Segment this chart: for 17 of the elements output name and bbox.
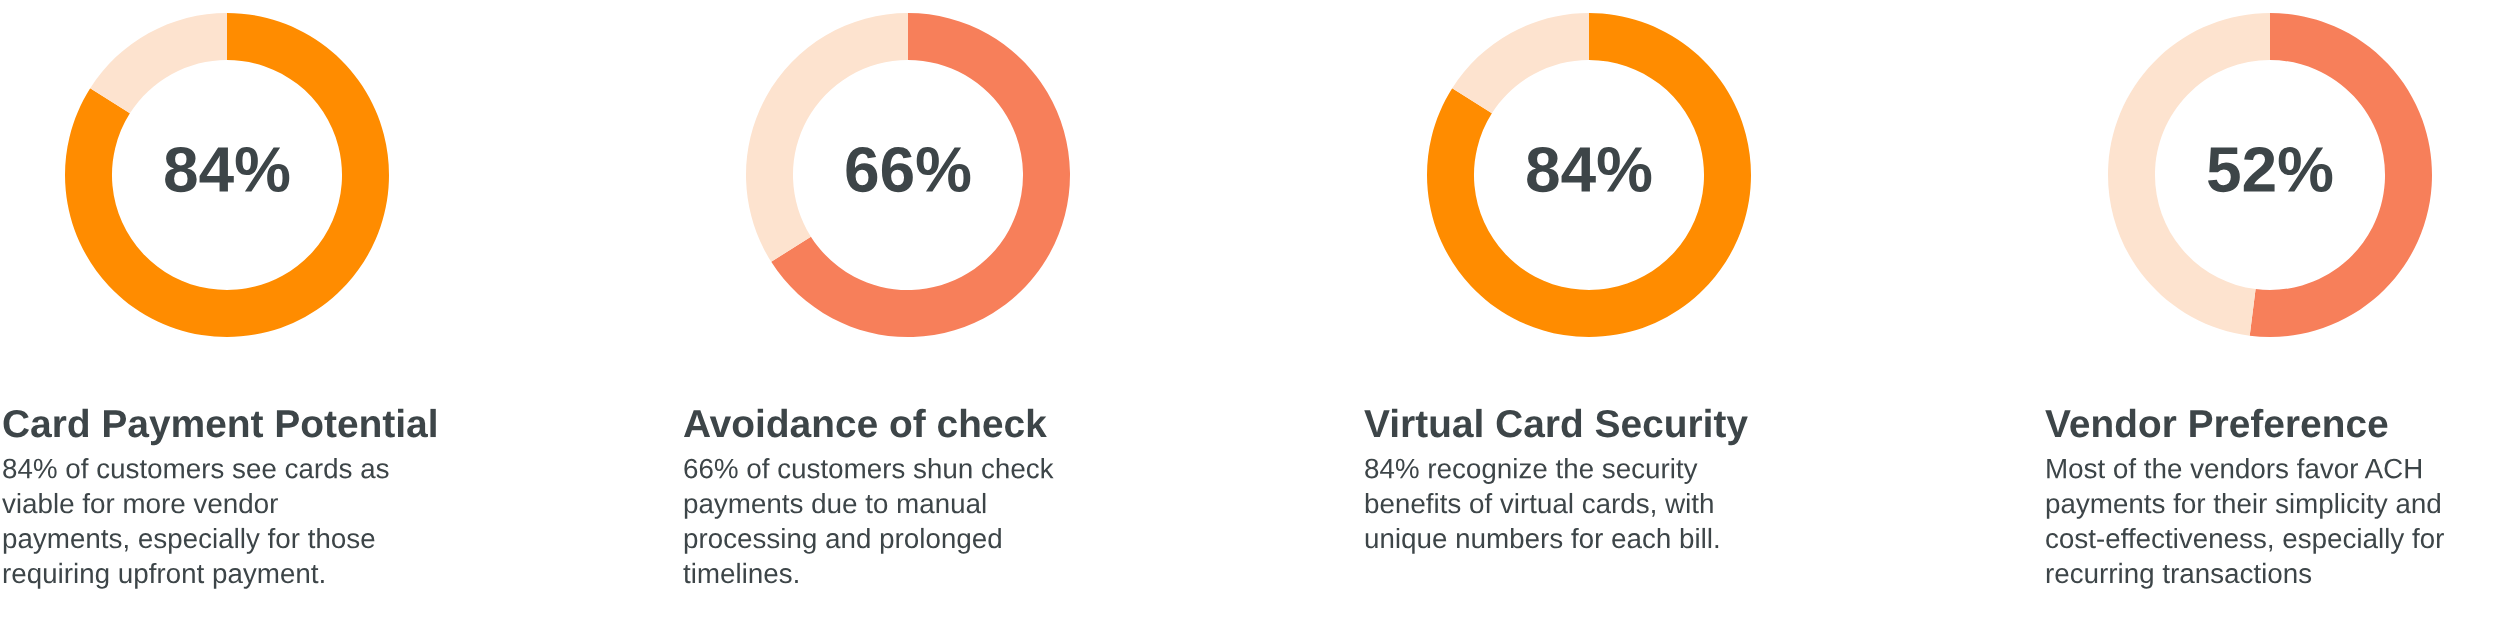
data-label: 66% <box>846 146 971 193</box>
text: Avoidance of check <box>683 408 1047 438</box>
text: Most of the vendors favor ACH payments for their simplicity and cost-effectiveness, especially for recurring transactions <box>2046 458 2444 589</box>
text: Virtual Card Security <box>1364 408 1748 446</box>
text: Card Payment Potential <box>3 408 436 446</box>
text: 84% of customers see cards as viable for more vendor payments, especially for those requiring upfront payment. <box>2 458 389 589</box>
data-label: 84% <box>1527 146 1652 193</box>
donut-slice <box>771 13 1070 337</box>
donut-slice <box>90 13 227 114</box>
donut-slice <box>65 13 389 337</box>
donut-slice <box>1452 13 1589 114</box>
text: Vendor Preference <box>2045 408 2388 438</box>
text: 66% of customers shun check payments due to manual processing and prolonged timelines. <box>683 458 1054 584</box>
donut-slice <box>1427 13 1751 337</box>
text: 84% recognize the security benefits of virtual cards, with unique numbers for each bill. <box>1365 458 1719 554</box>
data-label: 52% <box>2208 146 2333 193</box>
data-label: 84% <box>165 146 290 193</box>
